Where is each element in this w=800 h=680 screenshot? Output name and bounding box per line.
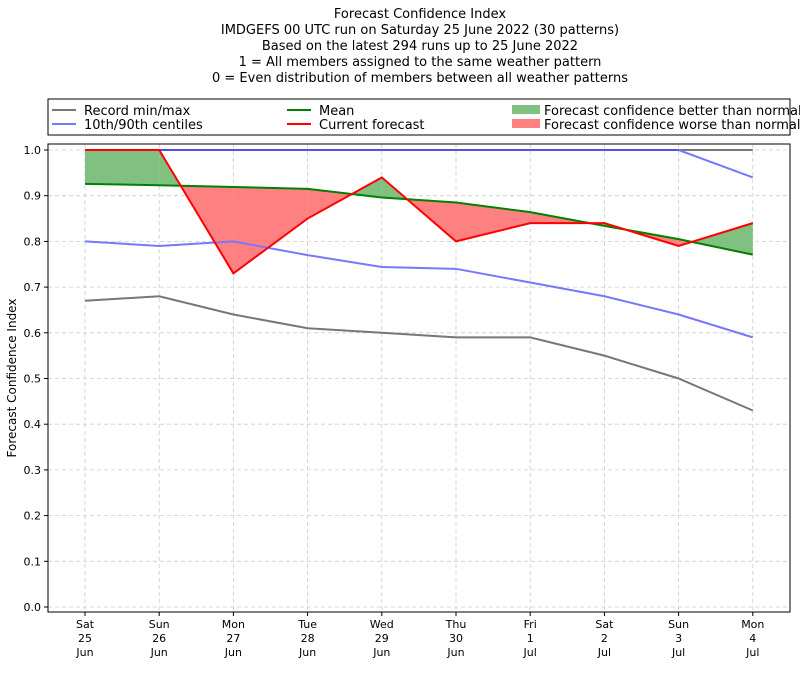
chart-title-line: IMDGEFS 00 UTC run on Saturday 25 June 2… xyxy=(221,23,619,38)
x-tick-label: Mon xyxy=(222,618,245,631)
x-tick-label: Sat xyxy=(76,618,95,631)
x-tick-label: Jun xyxy=(75,646,93,659)
legend-box xyxy=(47,98,791,136)
x-tick-label: 27 xyxy=(226,632,240,645)
fill-worse xyxy=(307,188,352,219)
x-tick-label: Jul xyxy=(597,646,611,659)
legend-label: Forecast confidence worse than normal xyxy=(544,118,800,133)
y-tick-label: 0.0 xyxy=(24,601,42,614)
fill-worse xyxy=(233,187,308,274)
x-tick-label: 1 xyxy=(527,632,534,645)
y-axis-label: Forecast Confidence Index xyxy=(5,299,19,458)
x-tick-label: 30 xyxy=(449,632,463,645)
y-tick-label: 0.5 xyxy=(24,373,42,386)
x-tick-label: Sun xyxy=(149,618,170,631)
chart-title-line: Based on the latest 294 runs up to 25 Ju… xyxy=(262,39,578,54)
y-tick-label: 0.3 xyxy=(24,464,42,477)
x-tick-label: Jun xyxy=(150,646,168,659)
legend-patch xyxy=(512,119,540,128)
legend-patch xyxy=(512,105,540,114)
legend-label: 10th/90th centiles xyxy=(84,118,203,133)
fill-worse xyxy=(456,202,531,242)
x-tick-label: Jul xyxy=(745,646,759,659)
x-tick-label: Fri xyxy=(524,618,537,631)
x-tick-label: Jun xyxy=(298,646,316,659)
series-line-mean xyxy=(84,182,754,256)
x-tick-label: 4 xyxy=(749,632,756,645)
x-tick-label: 25 xyxy=(78,632,92,645)
legend-label: Current forecast xyxy=(319,118,425,133)
x-tick-label: Sun xyxy=(668,618,689,631)
series-line-record-min xyxy=(84,295,754,412)
y-tick-label: 0.4 xyxy=(24,418,42,431)
chart-title-line: 0 = Even distribution of members between… xyxy=(212,71,628,86)
chart-title-line: 1 = All members assigned to the same wea… xyxy=(239,55,602,70)
y-tick-label: 0.8 xyxy=(24,235,42,248)
x-tick-label: 29 xyxy=(375,632,389,645)
legend-label: Record min/max xyxy=(84,104,191,119)
x-tick-label: Thu xyxy=(445,618,467,631)
series-line-current xyxy=(85,149,754,275)
x-tick-label: Mon xyxy=(741,618,764,631)
y-tick-label: 0.9 xyxy=(24,190,42,203)
legend-label: Mean xyxy=(319,104,354,119)
y-tick-label: 0.7 xyxy=(24,281,42,294)
x-tick-label: Jul xyxy=(523,646,537,659)
x-tick-label: Jun xyxy=(446,646,464,659)
fill-better xyxy=(85,150,160,186)
y-tick-label: 0.2 xyxy=(24,510,42,523)
x-tick-label: Wed xyxy=(370,618,394,631)
plot-frame xyxy=(47,143,791,613)
x-tick-label: Tue xyxy=(297,618,317,631)
series-line-p10 xyxy=(84,240,754,339)
x-tick-label: 2 xyxy=(601,632,608,645)
x-tick-label: Jul xyxy=(671,646,685,659)
x-tick-label: Sat xyxy=(595,618,614,631)
fill-better xyxy=(691,223,753,255)
x-tick-label: 3 xyxy=(675,632,682,645)
legend-label: Forecast confidence better than normal xyxy=(544,104,800,119)
y-tick-label: 0.6 xyxy=(24,327,42,340)
x-tick-label: 26 xyxy=(152,632,166,645)
x-tick-label: 28 xyxy=(301,632,315,645)
chart-title-line: Forecast Confidence Index xyxy=(334,7,506,22)
y-tick-label: 1.0 xyxy=(24,144,42,157)
x-tick-label: Jun xyxy=(372,646,390,659)
y-tick-label: 0.1 xyxy=(24,555,42,568)
series-line-p90 xyxy=(85,149,754,179)
x-tick-label: Jun xyxy=(224,646,242,659)
